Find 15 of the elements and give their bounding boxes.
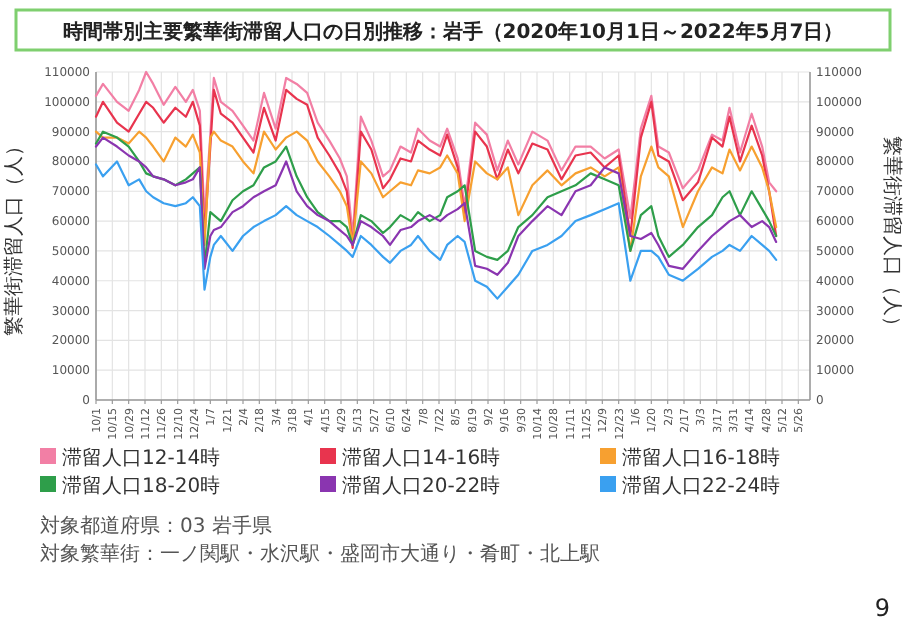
y-axis-title: 繁華街滞留人口（人）: [2, 136, 26, 336]
legend-label: 滞留人口12-14時: [62, 446, 221, 470]
legend-label: 滞留人口16-18時: [622, 446, 781, 470]
text: 9: [874, 594, 890, 622]
text: 対象都道府県：03 岩手県: [40, 514, 272, 538]
y2-axis-title: 繁華街滞留人口（人）: [880, 136, 904, 336]
legend-label: 滞留人口22-24時: [622, 474, 781, 498]
legend-label: 滞留人口14-16時: [342, 446, 501, 470]
legend-label: 滞留人口20-22時: [342, 474, 501, 498]
line-series: [94, 70, 778, 238]
chart-title: 時間帯別主要繁華街滞留人口の日別推移：岩手（2020年10月1日～2022年5月7日）: [62, 20, 844, 44]
line-series: [94, 160, 778, 300]
line-series: [94, 88, 778, 250]
text: 対象繁華街：一ノ関駅・水沢駅・盛岡市大通り・肴町・北上駅: [40, 542, 600, 566]
legend-label: 滞留人口18-20時: [62, 474, 221, 498]
